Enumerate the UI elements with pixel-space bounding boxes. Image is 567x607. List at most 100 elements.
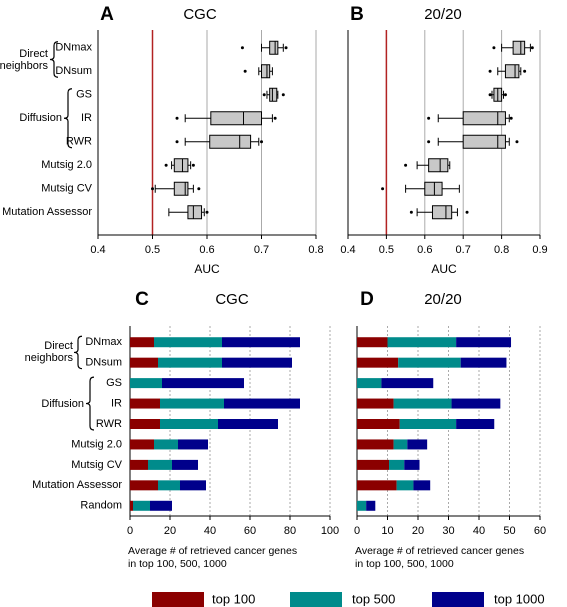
box — [269, 87, 278, 102]
outlier — [164, 163, 168, 167]
x-tick-label: 0.7 — [456, 244, 471, 256]
x-tick-label: 0.4 — [340, 244, 355, 256]
box — [504, 64, 520, 79]
outlier — [175, 116, 179, 120]
bar-segment — [160, 398, 224, 409]
brace — [63, 88, 73, 149]
x-tick-label: 50 — [503, 525, 515, 537]
panel-title: 20/20 — [424, 291, 462, 308]
bar-segment — [222, 337, 300, 348]
box — [424, 181, 443, 196]
outlier — [260, 140, 263, 144]
bar-segment — [150, 500, 172, 511]
x-tick-label: 0.9 — [532, 244, 547, 256]
outlier — [488, 69, 492, 73]
y-tick-label: Mutsig CV — [41, 183, 92, 195]
box — [173, 181, 189, 196]
bar-segment — [389, 459, 405, 470]
box — [428, 158, 449, 173]
outlier — [381, 187, 385, 191]
panel-letter: C — [135, 289, 149, 310]
box — [209, 134, 252, 149]
x-tick-label: 0 — [127, 525, 133, 537]
panel-letter: B — [350, 4, 364, 25]
bar-segment — [399, 419, 457, 429]
x-tick-label: 10 — [381, 525, 393, 537]
box — [462, 111, 506, 126]
x-tick-label: 20 — [412, 525, 424, 537]
outlier — [492, 46, 496, 50]
panel-title: CGC — [183, 6, 217, 23]
bar-segment — [456, 419, 495, 429]
y-tick-label: DNsum — [55, 65, 92, 77]
bar-segment — [222, 357, 292, 368]
bar-segment — [393, 398, 452, 409]
x-axis-label: Average # of retrieved cancer genes in t… — [128, 545, 298, 570]
y-tick-label: DNmax — [55, 42, 92, 54]
bar-segment — [178, 439, 208, 450]
bar-segment — [456, 337, 512, 348]
bar-segment — [357, 378, 382, 389]
outlier — [240, 46, 244, 50]
y-tick-label: GS — [76, 89, 92, 101]
legend-swatch — [290, 592, 342, 607]
bar-segment — [130, 398, 160, 409]
outlier — [205, 210, 209, 214]
bar-segment — [154, 337, 222, 348]
outlier — [427, 140, 431, 144]
y-tick-label: IR — [81, 112, 92, 124]
bar-segment — [133, 500, 150, 511]
x-tick-label: 60 — [244, 525, 256, 537]
x-tick-label: 60 — [534, 525, 546, 537]
bar-segment — [398, 357, 461, 368]
panel-title: CGC — [215, 291, 249, 308]
box — [462, 134, 506, 149]
x-tick-label: 0.4 — [90, 244, 105, 256]
outlier — [175, 140, 179, 144]
bar-segment — [357, 419, 400, 429]
x-axis-label: Average # of retrieved cancer genes in t… — [355, 545, 525, 570]
outlier — [488, 93, 492, 97]
bar-segment — [130, 480, 158, 491]
bar-segment — [160, 419, 218, 429]
bar-segment — [130, 357, 158, 368]
panel-letter: A — [100, 4, 114, 25]
bar-segment — [451, 398, 501, 409]
outlier — [427, 116, 431, 120]
bar-segment — [357, 337, 388, 348]
bar-segment — [224, 398, 300, 409]
outlier — [530, 46, 534, 50]
outlier — [262, 93, 266, 97]
x-tick-label: 0.8 — [308, 244, 323, 256]
y-tick-label: Mutsig 2.0 — [41, 159, 92, 171]
outlier — [151, 187, 154, 191]
outlier — [273, 116, 277, 120]
brace — [73, 335, 83, 370]
bar-segment — [366, 500, 376, 511]
panel-letter: D — [360, 289, 374, 310]
y-tick-label: Mutation Assessor — [32, 479, 122, 491]
panel-title: 20/20 — [424, 6, 462, 23]
bar-segment — [130, 419, 160, 429]
y-tick-label: DNsum — [85, 357, 122, 369]
bar-segment — [357, 439, 394, 450]
x-tick-label: 100 — [321, 525, 339, 537]
y-tick-label: RWR — [96, 418, 122, 430]
x-axis-label: AUC — [431, 262, 457, 276]
y-tick-label: Mutsig 2.0 — [71, 438, 122, 450]
group-label: Direct neighbors — [24, 340, 73, 365]
outlier — [284, 46, 288, 50]
bar-segment — [407, 439, 428, 450]
y-tick-label: DNmax — [85, 336, 122, 348]
x-tick-label: 80 — [284, 525, 296, 537]
bar-segment — [130, 439, 154, 450]
legend-label: top 500 — [352, 591, 395, 606]
y-tick-label: Random — [80, 500, 122, 512]
x-tick-label: 0.6 — [199, 244, 214, 256]
x-tick-label: 40 — [473, 525, 485, 537]
outlier — [243, 69, 247, 73]
box — [431, 205, 453, 220]
brace — [85, 376, 95, 431]
legend-label: top 1000 — [494, 591, 545, 606]
bar-segment — [357, 500, 367, 511]
